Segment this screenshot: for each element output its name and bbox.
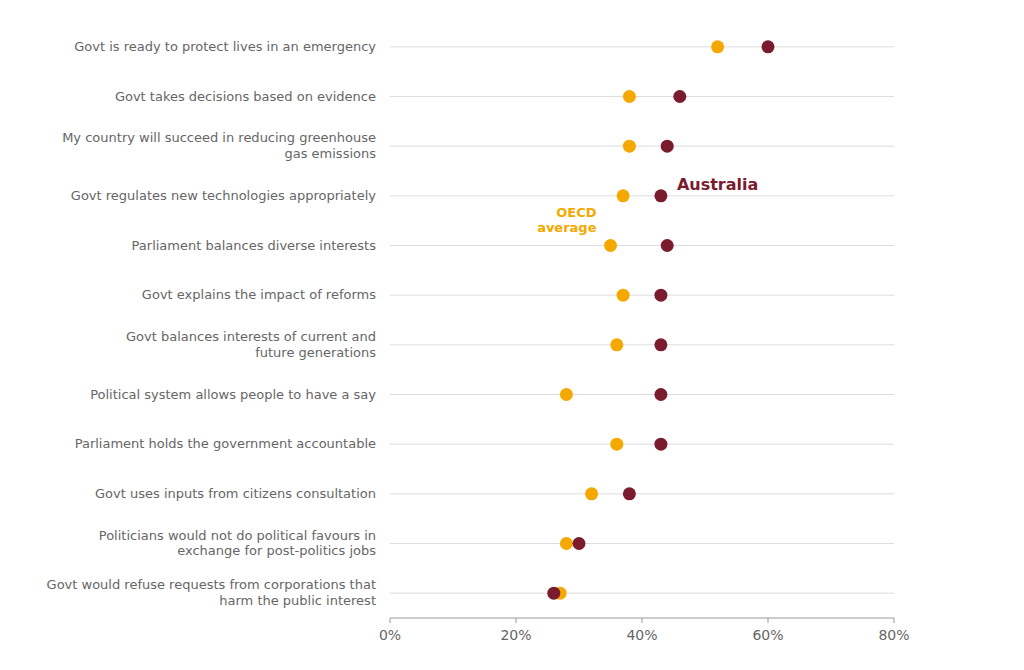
- x-tick-label: 40%: [626, 627, 657, 643]
- dot: [610, 338, 623, 351]
- x-tick-label: 60%: [752, 627, 783, 643]
- dot: [617, 289, 630, 302]
- category-label: Govt would refuse requests from corporat…: [47, 577, 376, 608]
- category-label-line: Govt would refuse requests from corporat…: [47, 577, 376, 592]
- category-label: Govt balances interests of current andfu…: [126, 329, 376, 360]
- grid-line: [390, 245, 894, 246]
- y-axis-labels: Govt is ready to protect lives in an eme…: [47, 38, 377, 607]
- x-tick: [390, 618, 391, 623]
- x-tick: [768, 618, 769, 623]
- dot: [547, 587, 560, 600]
- category-label: Parliament balances diverse interests: [132, 237, 377, 252]
- dot: [617, 189, 630, 202]
- chart: Govt is ready to protect lives in an eme…: [0, 0, 1024, 670]
- category-label: Govt takes decisions based on evidence: [115, 88, 376, 103]
- category-label-line: Govt is ready to protect lives in an eme…: [74, 38, 376, 53]
- series-label-line: average: [537, 220, 597, 235]
- grid-line: [390, 96, 894, 97]
- x-tick-label: 0%: [379, 627, 401, 643]
- grid-line: [390, 543, 894, 544]
- series: [547, 40, 774, 599]
- category-label: Govt uses inputs from citizens consultat…: [95, 485, 376, 500]
- grid: [390, 47, 894, 593]
- series-label-line: OECD: [556, 204, 596, 219]
- dot: [560, 537, 573, 550]
- dot: [654, 438, 667, 451]
- category-label-line: Parliament balances diverse interests: [132, 237, 377, 252]
- dot: [711, 40, 724, 53]
- grid-line: [390, 146, 894, 147]
- category-label-line: future generations: [255, 344, 376, 359]
- series-label: Australia: [677, 174, 758, 193]
- category-label-line: Govt regulates new technologies appropri…: [71, 187, 376, 202]
- category-label: Govt explains the impact of reforms: [142, 287, 376, 302]
- x-tick-label: 20%: [500, 627, 531, 643]
- series-label: OECDaverage: [537, 204, 597, 235]
- dot: [673, 90, 686, 103]
- category-label-line: Govt explains the impact of reforms: [142, 287, 376, 302]
- category-label-line: Parliament holds the government accounta…: [75, 436, 376, 451]
- grid-line: [390, 195, 894, 196]
- category-label-line: harm the public interest: [219, 592, 376, 607]
- series: [554, 40, 725, 599]
- category-label-line: Govt takes decisions based on evidence: [115, 88, 376, 103]
- category-label-line: Govt balances interests of current and: [126, 329, 376, 344]
- dot: [762, 40, 775, 53]
- grid-line: [390, 444, 894, 445]
- category-label-line: Govt uses inputs from citizens consultat…: [95, 485, 376, 500]
- dot: [623, 140, 636, 153]
- dot: [610, 438, 623, 451]
- grid-line: [390, 295, 894, 296]
- x-tick: [642, 618, 643, 623]
- dot: [654, 338, 667, 351]
- grid-line: [390, 344, 894, 345]
- category-label-line: gas emissions: [284, 145, 376, 160]
- grid-line: [390, 46, 894, 47]
- category-label-line: Politicians would not do political favou…: [99, 527, 376, 542]
- dot: [661, 239, 674, 252]
- category-label-line: My country will succeed in reducing gree…: [62, 130, 376, 145]
- x-axis: 0% 20% 40% 60% 80%: [379, 618, 910, 643]
- dot: [604, 239, 617, 252]
- dot: [623, 90, 636, 103]
- category-label: Political system allows people to have a…: [90, 386, 376, 401]
- dot: [585, 487, 598, 500]
- series-labels: OECDaverage Australia: [537, 174, 758, 235]
- category-label-line: exchange for post-politics jobs: [177, 543, 376, 558]
- dot: [654, 388, 667, 401]
- dot: [560, 388, 573, 401]
- marks: [547, 40, 774, 599]
- category-label: Parliament holds the government accounta…: [75, 436, 376, 451]
- dot: [623, 487, 636, 500]
- dot: [654, 189, 667, 202]
- grid-line: [390, 394, 894, 395]
- category-label: Govt regulates new technologies appropri…: [71, 187, 376, 202]
- category-label-line: Political system allows people to have a…: [90, 386, 376, 401]
- grid-line: [390, 493, 894, 494]
- x-tick: [516, 618, 517, 623]
- dot: [661, 140, 674, 153]
- grid-line: [390, 593, 894, 594]
- x-tick-label: 80%: [878, 627, 909, 643]
- dot: [654, 289, 667, 302]
- category-label: Politicians would not do political favou…: [99, 527, 376, 558]
- category-label: My country will succeed in reducing gree…: [62, 130, 376, 161]
- category-label: Govt is ready to protect lives in an eme…: [74, 38, 376, 53]
- series-label-line: Australia: [677, 174, 758, 193]
- dot: [573, 537, 586, 550]
- x-tick: [894, 618, 895, 623]
